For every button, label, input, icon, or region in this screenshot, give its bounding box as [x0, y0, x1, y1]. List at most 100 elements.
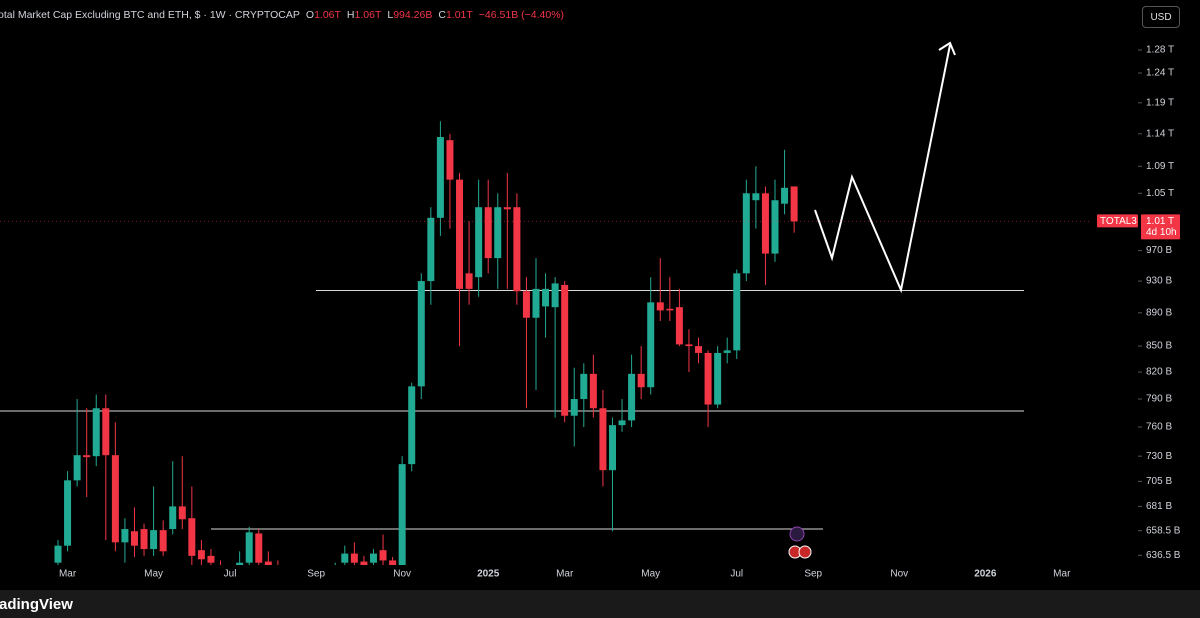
candle-body — [714, 352, 722, 405]
y-tick-label: 1.14 T — [1146, 128, 1174, 139]
y-tick-label: 636.5 B — [1146, 550, 1181, 561]
candle-body — [781, 187, 789, 204]
candle-body — [332, 568, 339, 583]
candle-body — [446, 140, 454, 180]
candle-body — [73, 455, 81, 481]
candle-body — [790, 186, 798, 222]
x-tick-label: Nov — [890, 569, 908, 580]
candle-body — [427, 217, 435, 282]
candle-body — [704, 352, 712, 405]
y-tick-label: 1.28 T — [1146, 45, 1174, 56]
candle-body — [752, 193, 760, 201]
ohlc-key: C — [438, 9, 446, 21]
x-tick-label: Mar — [59, 569, 77, 580]
candle-body — [685, 344, 693, 347]
y-tick-label: 681 B — [1146, 501, 1172, 512]
legend-header: otal Market Cap Excluding BTC and ETH, $… — [0, 9, 564, 21]
candle-body — [436, 137, 444, 218]
candle-body — [761, 193, 769, 254]
currency-button[interactable]: USD — [1142, 6, 1180, 28]
candle-body — [465, 273, 473, 289]
candle-body — [236, 562, 244, 565]
x-tick-label: Jul — [730, 569, 743, 580]
candle-body — [589, 373, 597, 409]
badge-price-bg — [1141, 214, 1180, 240]
projection-path — [814, 44, 951, 294]
candle-body — [417, 281, 425, 387]
candle-body — [628, 373, 636, 421]
candle-body — [656, 302, 664, 311]
candle-body — [742, 193, 750, 274]
x-tick-label: May — [641, 569, 660, 580]
footer: adingView — [0, 590, 1200, 618]
y-tick-label: 1.19 T — [1146, 97, 1174, 108]
y-tick-label: 890 B — [1146, 307, 1172, 318]
candle-body — [360, 561, 368, 565]
x-tick-label: Mar — [1053, 569, 1071, 580]
candle-body — [159, 530, 167, 552]
candle-body — [561, 284, 569, 416]
change-value: −46.51B (−4.40%) — [478, 9, 565, 21]
projection-arrowhead — [938, 41, 956, 56]
candle-body — [484, 207, 492, 259]
y-tick-label: 1.09 T — [1146, 161, 1174, 172]
x-tick-label: Sep — [804, 569, 822, 580]
candle-body — [475, 207, 483, 278]
candle-body — [408, 386, 416, 465]
candle-body — [130, 531, 138, 546]
candle-body — [111, 455, 119, 543]
y-tick-label: 930 B — [1146, 276, 1172, 287]
candle-body — [274, 565, 281, 580]
candle-body — [532, 288, 540, 318]
candle-body — [150, 530, 158, 550]
ohlc-value: 994.26B — [393, 9, 433, 21]
candle-body — [197, 550, 205, 560]
candle-body — [695, 346, 703, 353]
y-tick-label: 705 B — [1146, 476, 1172, 487]
event-icon[interactable] — [789, 526, 805, 542]
candle-body — [379, 550, 387, 561]
candle-body — [369, 553, 377, 563]
x-tick-label: Sep — [307, 569, 325, 580]
flag-icon[interactable] — [798, 545, 812, 559]
candle-body — [255, 533, 263, 563]
badge-bg — [1097, 214, 1138, 228]
candle-body — [121, 529, 129, 543]
candle-body — [92, 408, 100, 457]
y-tick-label: 970 B — [1146, 245, 1172, 256]
chart: 636.5 B 658.5 B 681 B 705 B 730 B 760 B 790 B 8… — [0, 41, 1181, 590]
candle-body — [723, 350, 731, 353]
candle-body — [771, 200, 779, 254]
chart-title: otal Market Cap Excluding BTC and ETH, $… — [0, 9, 300, 21]
candle-body — [341, 553, 349, 563]
x-tick-label: 2025 — [477, 569, 500, 580]
candle-body — [284, 580, 291, 590]
candle-body — [675, 307, 683, 345]
candle-body — [637, 373, 645, 388]
candle-body — [608, 425, 616, 471]
candle-body — [618, 420, 626, 426]
candle-body — [570, 399, 578, 416]
candle-body — [542, 288, 550, 307]
candle-body — [503, 207, 511, 210]
candle-body — [599, 408, 607, 471]
candle-body — [666, 308, 674, 311]
candle-body — [83, 455, 91, 458]
y-tick-label: 1.24 T — [1146, 68, 1174, 79]
x-tick-label: Mar — [556, 569, 574, 580]
candle-body — [54, 545, 62, 563]
y-tick-label: 790 B — [1146, 394, 1172, 405]
candle-body — [551, 283, 559, 308]
badge-symbol: TOTAL3 — [1100, 216, 1137, 227]
ohlc-key: L — [387, 9, 394, 21]
candle-body — [647, 302, 655, 388]
ohlc-key: H — [346, 9, 355, 21]
y-tick-label: 760 B — [1146, 422, 1172, 433]
candle-body — [245, 532, 253, 563]
ohlc-value: 1.06T — [354, 9, 382, 21]
x-tick-label: 2026 — [974, 569, 997, 580]
candle-body — [64, 480, 72, 546]
candle-body — [188, 518, 196, 556]
candle-body — [733, 273, 741, 351]
